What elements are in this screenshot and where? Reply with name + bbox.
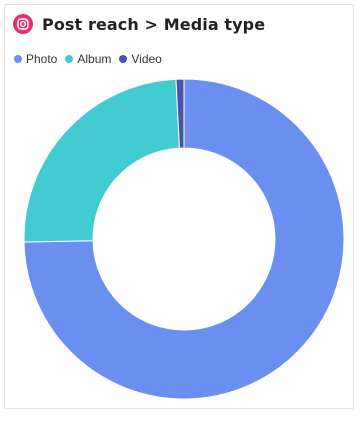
legend-swatch	[119, 55, 128, 63]
slice-album[interactable]	[23, 78, 180, 243]
legend-label: Video	[131, 52, 162, 66]
chart-header: Post reach > Media type	[13, 12, 265, 36]
legend-label: Photo	[26, 52, 58, 66]
slice-photo[interactable]	[23, 78, 345, 400]
legend-item-video[interactable]: Video	[119, 52, 162, 66]
legend-swatch	[14, 55, 22, 63]
legend-item-album[interactable]: Album	[65, 52, 111, 66]
legend-label: Album	[77, 52, 112, 66]
slice-video[interactable]	[175, 78, 185, 149]
legend-swatch	[65, 55, 74, 63]
instagram-icon	[13, 14, 33, 34]
chart-title: Post reach > Media type	[42, 14, 266, 34]
legend-item-photo[interactable]: Photo	[14, 52, 57, 66]
chart-legend: Photo Album Video	[14, 52, 170, 66]
